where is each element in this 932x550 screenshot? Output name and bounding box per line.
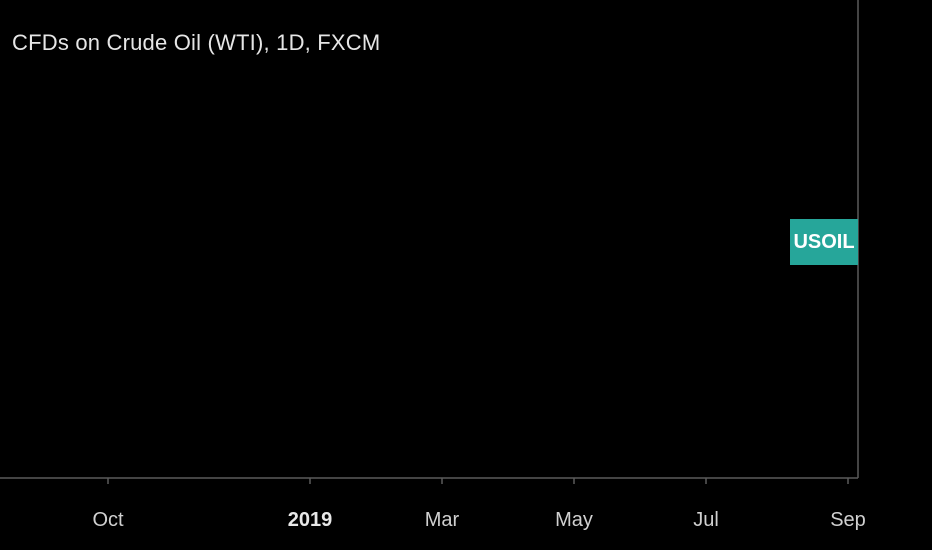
chart-title: CFDs on Crude Oil (WTI), 1D, FXCM bbox=[12, 30, 381, 55]
x-tick-label: Sep bbox=[830, 509, 866, 531]
x-tick-label: May bbox=[555, 509, 593, 531]
price-label-usoil[interactable]: USOIL bbox=[790, 219, 858, 265]
x-tick-label: Jul bbox=[693, 509, 719, 531]
x-tick-label: Mar bbox=[425, 509, 460, 531]
x-tick-label: Oct bbox=[92, 509, 124, 531]
x-tick-label: 2019 bbox=[288, 509, 333, 531]
axes: 50.0060.0070.00Oct2019MarMayJulSep bbox=[0, 0, 866, 531]
